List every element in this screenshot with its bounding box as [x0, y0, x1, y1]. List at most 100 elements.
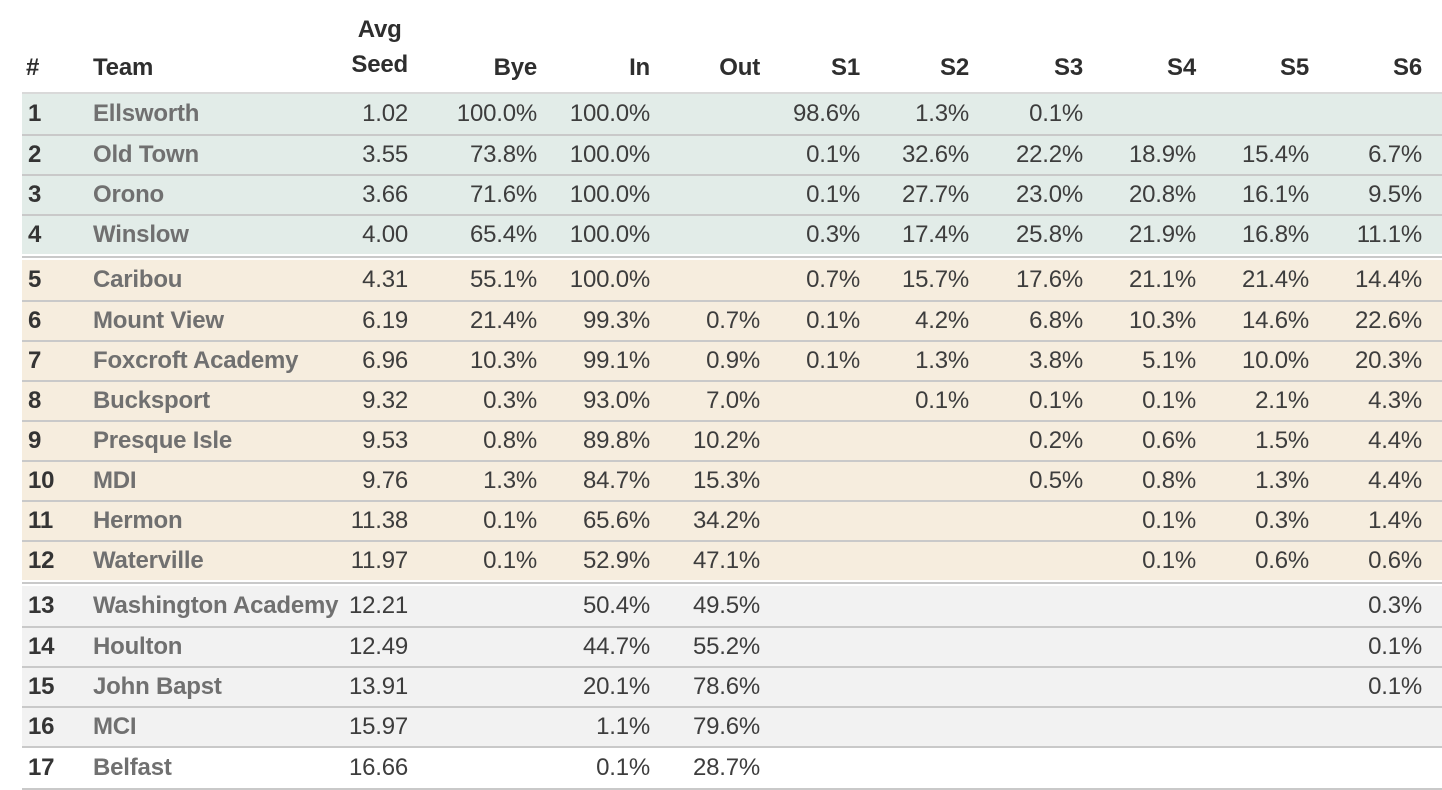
table-row[interactable]: 12 Waterville 11.97 0.1% 52.9% 47.1% 0.1… [22, 540, 1442, 580]
table-row[interactable]: 8 Bucksport 9.32 0.3% 93.0% 7.0% 0.1% 0.… [22, 380, 1442, 420]
column-header-s5[interactable]: S5 [1280, 54, 1309, 81]
table-row[interactable]: 6 Mount View 6.19 21.4% 99.3% 0.7% 0.1% … [22, 300, 1442, 340]
out-cell: 7.0% [706, 387, 760, 414]
column-header-team[interactable]: Team [93, 54, 154, 81]
avg-seed-cell: 3.55 [362, 141, 408, 168]
table-row[interactable]: 3 Orono 3.66 71.6% 100.0% 0.1% 27.7% 23.… [22, 174, 1442, 214]
s5-cell: 0.6% [1255, 547, 1309, 574]
rank-cell: 12 [28, 547, 55, 574]
table-row[interactable]: 1 Ellsworth 1.02 100.0% 100.0% 98.6% 1.3… [22, 94, 1442, 134]
column-header-in[interactable]: In [629, 54, 650, 81]
s1-cell: 98.6% [792, 100, 860, 127]
rank-cell: 2 [28, 141, 42, 168]
bye-cell: 0.3% [483, 387, 537, 414]
column-header-s6[interactable]: S6 [1393, 54, 1422, 81]
rank-cell: 14 [28, 633, 55, 660]
avg-seed-cell: 15.97 [348, 713, 408, 740]
column-header-out[interactable]: Out [719, 54, 760, 81]
in-cell: 93.0% [582, 387, 650, 414]
s6-cell: 22.6% [1354, 307, 1422, 334]
table-row[interactable]: 2 Old Town 3.55 73.8% 100.0% 0.1% 32.6% … [22, 134, 1442, 174]
s1-cell: 0.7% [806, 266, 860, 293]
out-cell: 34.2% [692, 507, 760, 534]
s6-cell: 1.4% [1368, 507, 1422, 534]
s4-cell: 20.8% [1128, 181, 1196, 208]
out-cell: 0.9% [706, 347, 760, 374]
rank-cell: 8 [28, 387, 42, 414]
table-body: 1 Ellsworth 1.02 100.0% 100.0% 98.6% 1.3… [22, 92, 1442, 790]
avg-seed-cell: 4.00 [362, 221, 408, 248]
in-cell: 20.1% [582, 673, 650, 700]
s5-cell: 2.1% [1255, 387, 1309, 414]
s3-cell: 0.5% [1029, 467, 1083, 494]
team-cell: Mount View [93, 307, 224, 334]
in-cell: 52.9% [582, 547, 650, 574]
avg-seed-cell: 9.53 [362, 427, 408, 454]
out-cell: 49.5% [692, 592, 760, 619]
s6-cell: 0.1% [1368, 673, 1422, 700]
table-row[interactable]: 7 Foxcroft Academy 6.96 10.3% 99.1% 0.9%… [22, 340, 1442, 380]
table-row[interactable]: 5 Caribou 4.31 55.1% 100.0% 0.7% 15.7% 1… [22, 260, 1442, 300]
rank-cell: 5 [28, 266, 42, 293]
s4-cell: 5.1% [1142, 347, 1196, 374]
s5-cell: 21.4% [1241, 266, 1309, 293]
table-row[interactable]: 13 Washington Academy 12.21 50.4% 49.5% … [22, 586, 1442, 626]
in-cell: 100.0% [569, 266, 650, 293]
table-row[interactable]: 14 Houlton 12.49 44.7% 55.2% 0.1% [22, 626, 1442, 666]
s3-cell: 17.6% [1015, 266, 1083, 293]
column-header-avg-seed[interactable]: Avg Seed [343, 13, 408, 92]
table-row[interactable]: 16 MCI 15.97 1.1% 79.6% [22, 706, 1442, 746]
column-header-s2[interactable]: S2 [940, 54, 969, 81]
s4-cell: 0.1% [1142, 507, 1196, 534]
avg-seed-cell: 6.19 [362, 307, 408, 334]
in-cell: 100.0% [569, 181, 650, 208]
s3-cell: 0.1% [1029, 387, 1083, 414]
out-cell: 79.6% [692, 713, 760, 740]
team-cell: MDI [93, 467, 137, 494]
in-cell: 99.3% [582, 307, 650, 334]
s2-cell: 1.3% [915, 100, 969, 127]
avg-seed-cell: 11.97 [350, 547, 408, 574]
column-header-s3[interactable]: S3 [1054, 54, 1083, 81]
bye-cell: 73.8% [469, 141, 537, 168]
column-header-rank[interactable]: # [26, 54, 40, 81]
avg-seed-cell: 12.21 [348, 592, 408, 619]
table-row[interactable]: 15 John Bapst 13.91 20.1% 78.6% 0.1% [22, 666, 1442, 706]
table-row[interactable]: 4 Winslow 4.00 65.4% 100.0% 0.3% 17.4% 2… [22, 214, 1442, 254]
column-header-bye[interactable]: Bye [493, 54, 538, 81]
bye-cell: 1.3% [483, 467, 537, 494]
rank-cell: 16 [28, 713, 55, 740]
out-cell: 55.2% [692, 633, 760, 660]
avg-seed-cell: 9.32 [362, 387, 408, 414]
table-row[interactable]: 17 Belfast 16.66 0.1% 28.7% [22, 748, 1442, 788]
team-cell: Presque Isle [93, 427, 233, 454]
s3-cell: 3.8% [1029, 347, 1083, 374]
s4-cell: 0.8% [1142, 467, 1196, 494]
s2-cell: 32.6% [901, 141, 969, 168]
s2-cell: 0.1% [915, 387, 969, 414]
table-row[interactable]: 10 MDI 9.76 1.3% 84.7% 15.3% 0.5% 0.8% 1… [22, 460, 1442, 500]
s6-cell: 0.1% [1368, 633, 1422, 660]
s1-cell: 0.3% [806, 221, 860, 248]
column-header-s1[interactable]: S1 [831, 54, 860, 81]
bye-cell: 0.1% [483, 547, 537, 574]
s3-cell: 0.1% [1029, 100, 1083, 127]
s6-cell: 20.3% [1354, 347, 1422, 374]
s4-cell: 0.1% [1142, 387, 1196, 414]
s1-cell: 0.1% [806, 181, 860, 208]
s4-cell: 10.3% [1128, 307, 1196, 334]
group-out-band: 17 Belfast 16.66 0.1% 28.7% [22, 746, 1442, 790]
team-cell: Washington Academy [93, 592, 339, 619]
avg-seed-cell: 3.66 [362, 181, 408, 208]
in-cell: 44.7% [582, 633, 650, 660]
in-cell: 100.0% [569, 100, 650, 127]
column-header-s4[interactable]: S4 [1167, 54, 1196, 81]
table-row[interactable]: 9 Presque Isle 9.53 0.8% 89.8% 10.2% 0.2… [22, 420, 1442, 460]
s5-cell: 10.0% [1241, 347, 1309, 374]
in-cell: 99.1% [582, 347, 650, 374]
table-row[interactable]: 11 Hermon 11.38 0.1% 65.6% 34.2% 0.1% 0.… [22, 500, 1442, 540]
team-cell: Bucksport [93, 387, 210, 414]
avg-seed-cell: 4.31 [362, 266, 408, 293]
in-cell: 65.6% [582, 507, 650, 534]
